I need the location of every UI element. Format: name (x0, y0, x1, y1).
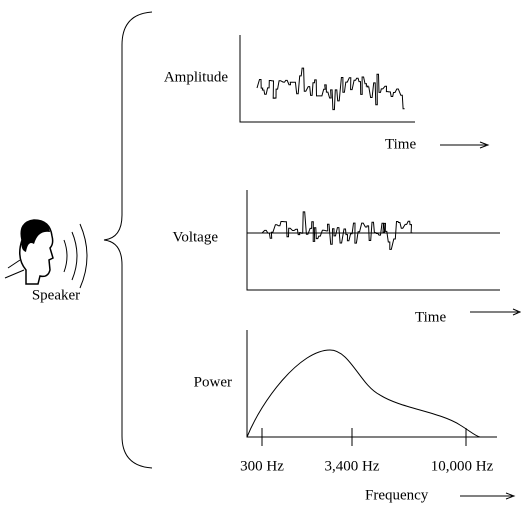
power-curve (246, 349, 481, 438)
brace (103, 11, 153, 469)
axes (246, 190, 500, 291)
waveform (261, 211, 413, 250)
x-tick-label: 300 Hz (240, 458, 284, 474)
axes (246, 330, 497, 438)
y-label: Power (194, 374, 232, 390)
tick-marks (261, 428, 467, 446)
x-tick-label: 10,000 Hz (431, 458, 494, 474)
x-label: Frequency (365, 487, 429, 503)
y-label: Amplitude (164, 69, 229, 85)
x-tick-label: 3,400 Hz (325, 458, 380, 474)
arrow (460, 492, 516, 500)
speaker-icon (4, 219, 88, 289)
x-label: Time (385, 136, 416, 152)
y-label: Voltage (172, 229, 218, 245)
arrow (470, 308, 521, 316)
x-label: Time (415, 309, 446, 325)
arrow (440, 141, 490, 149)
axes (239, 35, 415, 123)
speaker-label: Speaker (32, 287, 80, 303)
waveform (256, 67, 405, 111)
